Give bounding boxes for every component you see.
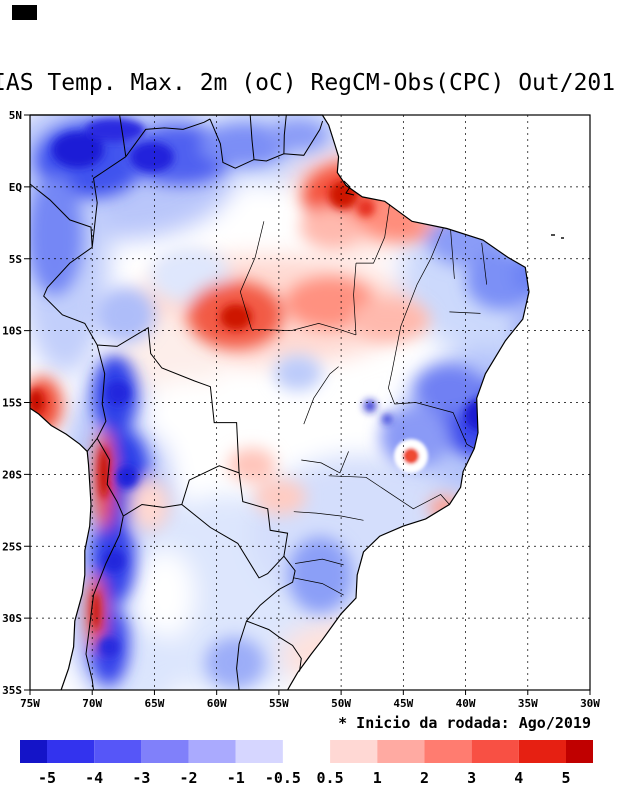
colorbar-segment: [94, 740, 142, 763]
coastline: [29, 114, 530, 691]
plot-title: IAS Temp. Max. 2m (oC) RegCM-Obs(CPC) Ou…: [0, 70, 616, 96]
lon-tick-label: 50W: [331, 697, 351, 710]
colorbar-level-label: -0.5: [265, 769, 301, 787]
lon-tick-label: 70W: [82, 697, 102, 710]
anomaly-field: [30, 115, 529, 690]
country-borders: [29, 114, 324, 691]
lon-tick-label: 75W: [20, 697, 40, 710]
corner-black-mark: [12, 5, 37, 20]
colorbar-segment: [282, 740, 331, 763]
colorbar: -5 -4 -3 -2 -1 -0.5 0.5 1 2 3 4 5: [20, 740, 593, 787]
lat-tick-label: 35S: [2, 684, 22, 697]
lat-tick-label: 5S: [9, 253, 22, 266]
colorbar-level-label: -3: [132, 769, 150, 787]
lon-tick-label: 55W: [269, 697, 289, 710]
lon-tick-label: 65W: [145, 697, 165, 710]
map-area: [29, 114, 591, 691]
colorbar-segment: [188, 740, 236, 763]
colorbar-segment: [424, 740, 472, 763]
colorbar-level-label: -4: [85, 769, 103, 787]
colorbar-level-label: 0.5: [317, 769, 344, 787]
axis-ticks: [24, 114, 591, 695]
lat-tick-label: 25S: [2, 540, 22, 553]
colorbar-segment: [565, 740, 593, 763]
colorbar-level-label: 1: [373, 769, 382, 787]
colorbar-segment: [471, 740, 519, 763]
lon-tick-label: 40W: [456, 697, 476, 710]
colorbar-level-label: -2: [180, 769, 198, 787]
closed-warm-ring: [394, 439, 428, 473]
colorbar-scale: -5 -4 -3 -2 -1 -0.5 0.5 1 2 3 4 5: [20, 740, 593, 787]
colorbar-segment: [518, 740, 566, 763]
lat-tick-label: EQ: [9, 181, 23, 194]
colorbar-segment: [377, 740, 425, 763]
colorbar-level-label: 2: [420, 769, 429, 787]
colorbar-level-label: -1: [227, 769, 245, 787]
colorbar-segment: [20, 740, 47, 763]
lon-tick-label: 30W: [580, 697, 600, 710]
colorbar-segment: [235, 740, 283, 763]
lon-tick-label: 45W: [393, 697, 413, 710]
colorbar-level-label: 3: [467, 769, 476, 787]
lon-tick-label: 35W: [518, 697, 538, 710]
colorbar-segment: [47, 740, 95, 763]
map-canvas: 75W 70W 65W 60W 55W 50W 45W 40W 35W 30W 5N EQ 5S 10S 1…: [2, 109, 600, 710]
lat-tick-label: 5N: [9, 109, 22, 122]
colorbar-segment: [141, 740, 189, 763]
run-start-note: * Inicio da rodada: Ago/2019: [338, 714, 591, 732]
colorbar-level-label: 4: [514, 769, 523, 787]
lat-tick-label: 30S: [2, 612, 22, 625]
marajo-detail: [343, 180, 355, 196]
lon-tick-label: 60W: [207, 697, 227, 710]
state-borders: [239, 204, 488, 596]
colorbar-level-label: 5: [561, 769, 570, 787]
noronha-islands: [551, 234, 564, 239]
lat-tick-label: 20S: [2, 468, 22, 481]
axis-labels: 75W 70W 65W 60W 55W 50W 45W 40W 35W 30W 5N EQ 5S 10S 1…: [2, 109, 600, 710]
colorbar-level-label: -5: [38, 769, 56, 787]
colorbar-segment: [330, 740, 378, 763]
lat-tick-label: 15S: [2, 397, 22, 410]
lat-tick-label: 10S: [2, 325, 22, 338]
